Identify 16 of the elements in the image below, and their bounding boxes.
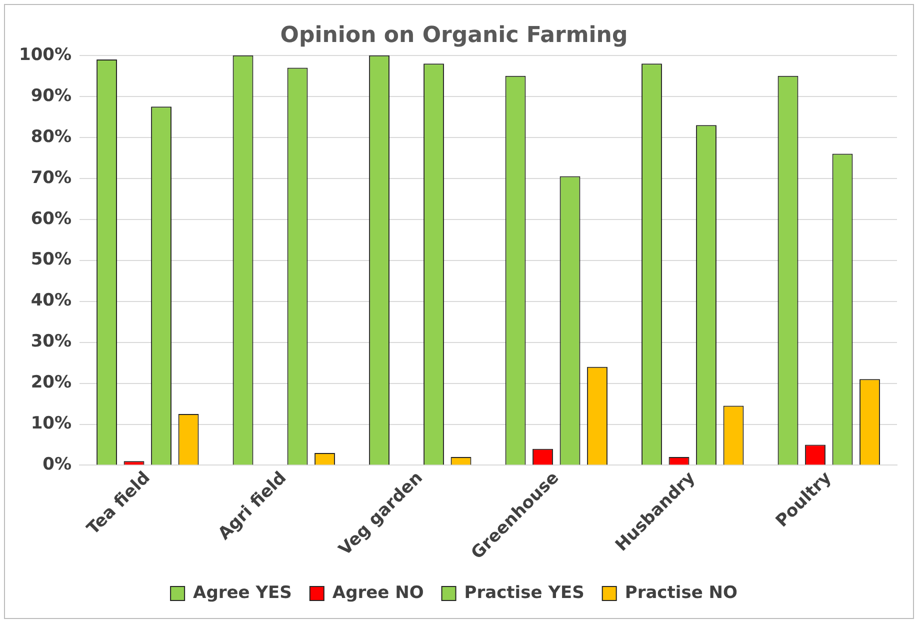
y-tick-label: 80% xyxy=(30,126,72,147)
legend-label: Practise NO xyxy=(624,582,738,603)
y-tick-label: 40% xyxy=(30,290,72,311)
y-tick-label: 10% xyxy=(30,414,72,434)
y-tick-label: 50% xyxy=(30,250,72,270)
y-tick-label: 100% xyxy=(18,44,72,65)
y-tick-label: 30% xyxy=(30,332,72,352)
legend-label: Agree NO xyxy=(332,582,424,603)
y-tick-label: 70% xyxy=(30,168,72,188)
y-tick-label: 0% xyxy=(42,454,72,475)
legend-label: Agree YES xyxy=(193,582,292,603)
chart-title: Opinion on Organic Farming xyxy=(280,22,628,48)
legend-label: Practise YES xyxy=(464,582,584,603)
y-tick-label: 90% xyxy=(30,86,72,106)
y-tick-label: 20% xyxy=(30,372,72,393)
y-tick-label: 60% xyxy=(30,208,72,229)
